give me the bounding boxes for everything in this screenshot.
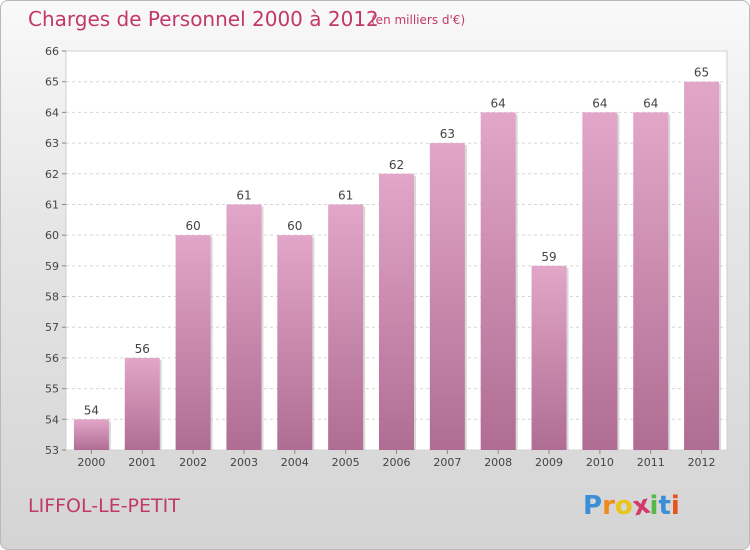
x-tick-label: 2011	[637, 456, 665, 469]
bar	[633, 112, 669, 450]
logo-letter: o	[614, 491, 633, 521]
logo-letter: t	[658, 491, 671, 521]
logo-letter: P	[583, 491, 603, 521]
y-tick-label: 56	[45, 352, 59, 365]
x-tick-label: 2009	[535, 456, 563, 469]
bar	[582, 112, 618, 450]
data-label: 64	[592, 96, 607, 110]
x-tick-label: 2002	[179, 456, 207, 469]
bar	[480, 112, 516, 450]
y-tick-label: 62	[45, 168, 59, 181]
y-tick-label: 53	[45, 444, 59, 457]
data-label: 64	[643, 96, 658, 110]
bar	[226, 204, 262, 450]
x-tick-label: 2008	[484, 456, 512, 469]
data-label: 60	[287, 219, 302, 233]
data-label: 65	[694, 66, 709, 80]
y-tick-label: 64	[45, 106, 59, 119]
y-tick-label: 65	[45, 76, 59, 89]
proxiti-logo: Proxiti	[583, 490, 680, 523]
chart-subtitle: (en milliers d'€)	[371, 13, 466, 27]
bar	[73, 419, 109, 450]
y-tick-label: 54	[45, 413, 59, 426]
y-tick-label: 59	[45, 260, 59, 273]
bar	[379, 173, 414, 450]
x-tick-label: 2004	[281, 456, 309, 469]
x-tick-label: 2012	[688, 456, 716, 469]
bar	[277, 235, 313, 450]
y-tick-label: 58	[45, 291, 59, 304]
data-label: 54	[84, 403, 99, 417]
y-tick-label: 55	[45, 383, 59, 396]
data-label: 63	[440, 127, 455, 141]
bar	[124, 357, 160, 450]
x-tick-label: 2005	[332, 456, 360, 469]
bar	[429, 143, 465, 451]
x-tick-label: 2010	[586, 456, 614, 469]
y-tick-label: 57	[45, 321, 59, 334]
bar	[175, 235, 211, 450]
data-label: 60	[185, 219, 200, 233]
logo-letter: i	[670, 491, 680, 521]
data-label: 61	[236, 188, 251, 202]
commune-name: LIFFOL-LE-PETIT	[28, 495, 180, 517]
logo-letter: i	[649, 491, 659, 521]
y-tick-label: 61	[45, 198, 59, 211]
data-label: 59	[541, 250, 556, 264]
x-tick-label: 2001	[128, 456, 156, 469]
logo-letter: r	[602, 491, 615, 521]
data-label: 62	[389, 158, 404, 172]
x-tick-label: 2003	[230, 456, 258, 469]
y-tick-label: 66	[45, 45, 59, 58]
x-tick-label: 2000	[77, 456, 105, 469]
bar	[684, 81, 720, 450]
data-label: 64	[491, 96, 506, 110]
chart-title: Charges de Personnel 2000 à 2012	[28, 7, 379, 31]
bar	[328, 204, 364, 450]
bar	[531, 265, 567, 450]
data-label: 61	[338, 188, 353, 202]
data-label: 56	[135, 342, 150, 356]
x-tick-label: 2007	[433, 456, 461, 469]
x-tick-label: 2006	[383, 456, 411, 469]
y-tick-label: 63	[45, 137, 59, 150]
y-tick-label: 60	[45, 229, 59, 242]
